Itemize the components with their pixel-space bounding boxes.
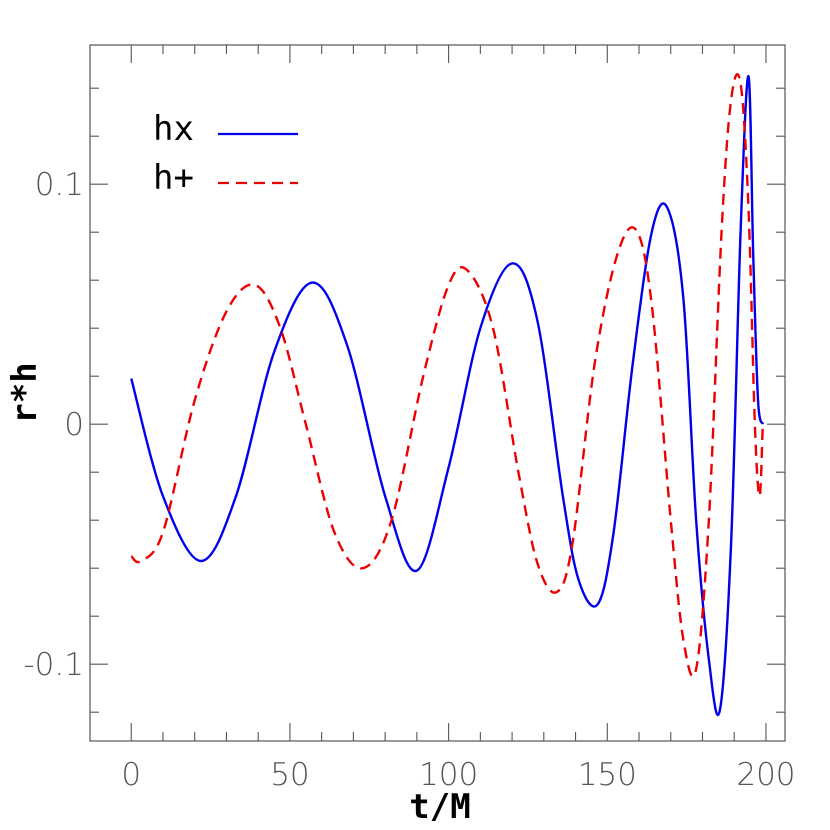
y-tick-label: 0.1 <box>35 167 84 203</box>
axis-ticks <box>90 45 785 741</box>
y-axis-label: r*h <box>5 362 45 423</box>
series-line-hplus <box>130 73 764 678</box>
x-axis-label: t/M <box>409 787 470 827</box>
x-tick-label: 50 <box>270 757 309 793</box>
plot-frame <box>89 44 786 742</box>
x-tick-label: 0 <box>121 757 141 793</box>
series-group <box>130 73 764 717</box>
y-tick-label: 0 <box>64 407 84 443</box>
legend: hx h+ <box>153 109 298 198</box>
x-tick-label: 150 <box>578 757 637 793</box>
x-tick-label: 100 <box>419 757 478 793</box>
legend-label-hx: hx <box>153 109 194 149</box>
axis-tick-labels: 0 50 100 150 200 -0.1 0 0.1 <box>24 167 796 793</box>
legend-label-hplus: h+ <box>153 158 194 198</box>
series-line-hx <box>130 74 764 717</box>
x-tick-label: 200 <box>736 757 795 793</box>
y-tick-label: -0.1 <box>24 647 85 683</box>
